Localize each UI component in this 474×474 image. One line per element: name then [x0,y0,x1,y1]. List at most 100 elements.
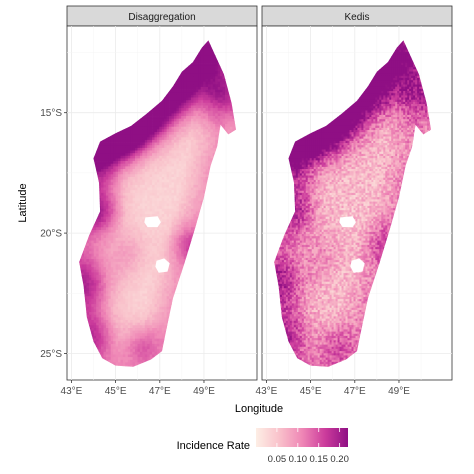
raster-cell [147,195,151,199]
raster-cell [403,69,406,72]
raster-cell [156,351,160,355]
raster-cell [113,261,117,265]
raster-cell [137,198,141,202]
raster-cell [195,192,199,196]
raster-cell [200,71,204,75]
strip-label-kedis: Kedis [344,12,369,23]
raster-cell [171,264,175,268]
raster-cell [122,132,126,136]
raster-cell [176,147,180,151]
raster-cell [147,163,151,167]
raster-cell [137,161,141,165]
raster-cell [227,108,231,112]
raster-cell [118,325,121,329]
raster-cell [195,200,199,204]
raster-cell [154,145,158,149]
raster-cell [169,102,172,106]
raster-cell [96,325,100,329]
raster-cell [198,200,202,204]
raster-cell [208,150,211,154]
raster-cell [178,166,182,170]
raster-cell [193,92,197,96]
raster-cell [169,195,172,199]
raster-cell [403,43,406,46]
raster-cell [120,155,124,159]
raster-cell [159,147,163,151]
raster-cell [101,230,104,234]
raster-cell [212,153,216,157]
raster-cell [118,309,121,313]
raster-cell [193,145,197,149]
raster-cell [127,349,131,353]
raster-cell [96,269,100,273]
raster-cell [139,195,143,199]
raster-cell [156,306,160,310]
raster-cell [115,309,119,313]
raster-cell [203,121,206,125]
raster-cell [169,290,172,294]
raster-cell [164,293,168,297]
raster-cell [113,275,117,279]
raster-cell [137,275,141,279]
raster-cell [115,335,119,339]
raster-cell [110,190,114,194]
raster-cell [103,177,107,181]
raster-cell [178,187,182,191]
raster-cell [139,132,143,136]
raster-cell [137,343,141,347]
raster-cell [397,47,400,51]
raster-cell [135,283,138,287]
raster-cell [103,169,107,173]
raster-cell [173,182,177,186]
raster-cell [110,349,114,353]
raster-cell [188,129,192,133]
raster-cell [122,259,126,263]
raster-cell [154,293,158,297]
raster-cell [139,192,143,196]
raster-cell [139,277,143,281]
raster-cell [144,184,148,188]
raster-cell [215,71,219,75]
raster-cell [407,73,410,77]
raster-cell [205,150,209,154]
raster-cell [188,224,192,228]
raster-cell [169,245,172,249]
raster-cell [108,192,112,196]
raster-cell [93,163,97,167]
raster-cell [395,58,398,62]
raster-cell [108,227,112,231]
raster-cell [127,248,131,252]
raster-cell [137,134,141,138]
raster-cell [401,69,404,72]
raster-cell [105,333,109,337]
raster-cell [193,89,197,93]
raster-cell [385,62,388,66]
raster-cell [178,222,182,226]
raster-cell [135,312,138,316]
raster-cell [186,86,189,90]
raster-cell [210,47,214,51]
raster-cell [103,333,107,337]
raster-cell [169,118,172,122]
raster-cell [98,290,102,294]
raster-cell [161,102,165,106]
raster-cell [154,312,158,316]
raster-cell [105,245,109,249]
raster-cell [96,341,100,345]
raster-cell [203,163,206,167]
raster-cell [220,97,223,101]
raster-cell [103,222,107,226]
raster-cell [181,113,185,117]
raster-cell [193,166,197,170]
raster-cell [190,124,194,128]
raster-cell [115,195,119,199]
raster-cell [108,277,112,281]
raster-cell [156,232,160,236]
raster-cell [147,245,151,249]
raster-cell [118,184,121,188]
raster-cell [222,110,226,114]
raster-cell [135,298,138,302]
raster-cell [122,161,126,165]
raster-cell [183,76,187,80]
raster-cell [152,280,155,284]
